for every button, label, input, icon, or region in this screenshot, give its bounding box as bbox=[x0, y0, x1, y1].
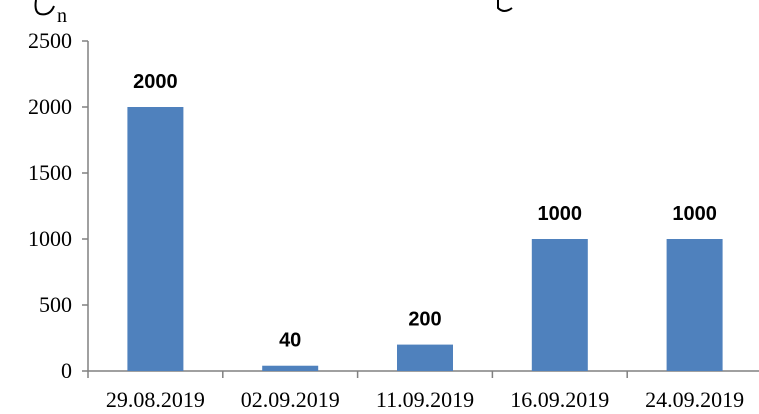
x-axis: 29.08.2019 02.09.2019 11.09.2019 16.09.2019… bbox=[87, 370, 759, 412]
data-label: 2000 bbox=[133, 71, 178, 93]
x-tick-label: 16.09.2019 bbox=[510, 387, 609, 412]
y-tick-label: 1500 bbox=[28, 160, 72, 185]
bar bbox=[262, 365, 319, 371]
y-tick-label: 0 bbox=[61, 358, 72, 383]
data-label: 200 bbox=[408, 309, 441, 331]
data-label: 40 bbox=[279, 330, 301, 352]
bar bbox=[397, 344, 453, 371]
y-tick-label: 2500 bbox=[28, 28, 72, 53]
y-tick-label: 1000 bbox=[28, 226, 72, 251]
bar bbox=[531, 239, 588, 371]
x-tick-label: 29.08.2019 bbox=[106, 387, 205, 412]
y-axis-label: n bbox=[57, 5, 67, 27]
bars: 2000 40 200 1000 1000 bbox=[127, 71, 723, 371]
y-tick-label: 500 bbox=[39, 292, 72, 317]
data-label: 1000 bbox=[538, 203, 583, 225]
cut-off-heading-glyph-right bbox=[497, 0, 513, 12]
bar bbox=[127, 107, 184, 371]
x-tick-label: 11.09.2019 bbox=[376, 387, 474, 412]
data-label: 1000 bbox=[672, 203, 717, 225]
decorative-header-fragments bbox=[34, 0, 513, 16]
x-tick-label: 24.09.2019 bbox=[645, 387, 744, 412]
x-tick-label: 02.09.2019 bbox=[241, 387, 340, 412]
y-tick-label: 2000 bbox=[28, 94, 72, 119]
y-axis: 0 500 1000 1500 2000 2500 bbox=[28, 28, 89, 383]
cut-off-heading-glyph-left bbox=[34, 0, 55, 16]
bar bbox=[666, 239, 723, 371]
